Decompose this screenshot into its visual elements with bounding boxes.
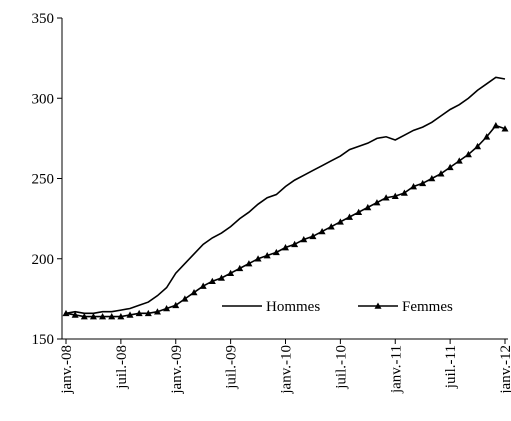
point-marker (153, 308, 161, 315)
point-marker (474, 142, 482, 150)
point-marker (327, 223, 335, 230)
point-marker (117, 313, 125, 320)
point-marker (410, 183, 418, 190)
point-marker (199, 282, 207, 289)
point-marker (336, 218, 344, 225)
point-marker (217, 274, 225, 281)
x-tick-label: juil.-11 (443, 345, 459, 389)
x-tick-label: janv.-08 (59, 345, 75, 395)
point-marker (346, 213, 354, 220)
point-marker (318, 227, 326, 235)
point-marker (126, 311, 134, 318)
point-marker (446, 163, 454, 171)
point-marker (144, 309, 152, 317)
point-marker (89, 313, 97, 320)
x-tick-label: janv.-12 (498, 345, 511, 395)
point-marker (364, 203, 372, 211)
y-tick-label: 150 (32, 332, 55, 348)
point-marker (309, 232, 317, 240)
point-marker (254, 255, 262, 262)
legend-label: Hommes (266, 299, 320, 315)
point-marker (391, 192, 399, 199)
point-marker (172, 301, 180, 309)
point-marker (71, 311, 79, 318)
point-marker (135, 309, 143, 317)
point-marker (382, 194, 390, 201)
x-tick-label: juil.-10 (333, 345, 349, 390)
point-marker (181, 295, 189, 302)
point-marker (163, 305, 171, 312)
point-marker (245, 260, 253, 267)
point-marker (455, 157, 463, 164)
point-marker (272, 248, 280, 256)
point-marker (99, 313, 107, 320)
point-marker (62, 309, 70, 317)
point-marker (437, 170, 445, 177)
y-tick-label: 250 (32, 172, 55, 188)
point-marker (355, 208, 363, 216)
x-tick-label: juil.-09 (224, 345, 240, 390)
x-tick-label: juil.-08 (114, 345, 130, 390)
point-marker (419, 179, 427, 187)
legend-label: Femmes (402, 299, 453, 315)
x-tick-label: janv.-11 (388, 345, 404, 394)
point-marker (400, 189, 408, 196)
point-marker (108, 313, 116, 320)
series-line (65, 124, 506, 318)
x-tick-label: janv.-10 (279, 345, 295, 395)
point-marker (291, 240, 299, 248)
x-tick-label: janv.-09 (169, 345, 185, 395)
point-marker (428, 175, 436, 182)
point-marker (208, 277, 216, 285)
point-marker (263, 252, 271, 259)
point-marker (492, 122, 500, 129)
point-marker (282, 244, 289, 251)
legend-marker (374, 302, 382, 309)
series-line (65, 76, 506, 315)
point-marker (227, 269, 235, 276)
point-marker (483, 133, 491, 140)
point-marker (373, 199, 381, 206)
y-tick-label: 200 (32, 252, 55, 268)
y-tick-label: 300 (32, 91, 55, 107)
point-marker (190, 288, 198, 296)
point-marker (300, 235, 308, 243)
point-marker (464, 150, 472, 158)
point-marker (501, 125, 509, 132)
y-tick-label: 350 (32, 11, 55, 27)
point-marker (80, 313, 88, 320)
point-marker (236, 264, 244, 272)
